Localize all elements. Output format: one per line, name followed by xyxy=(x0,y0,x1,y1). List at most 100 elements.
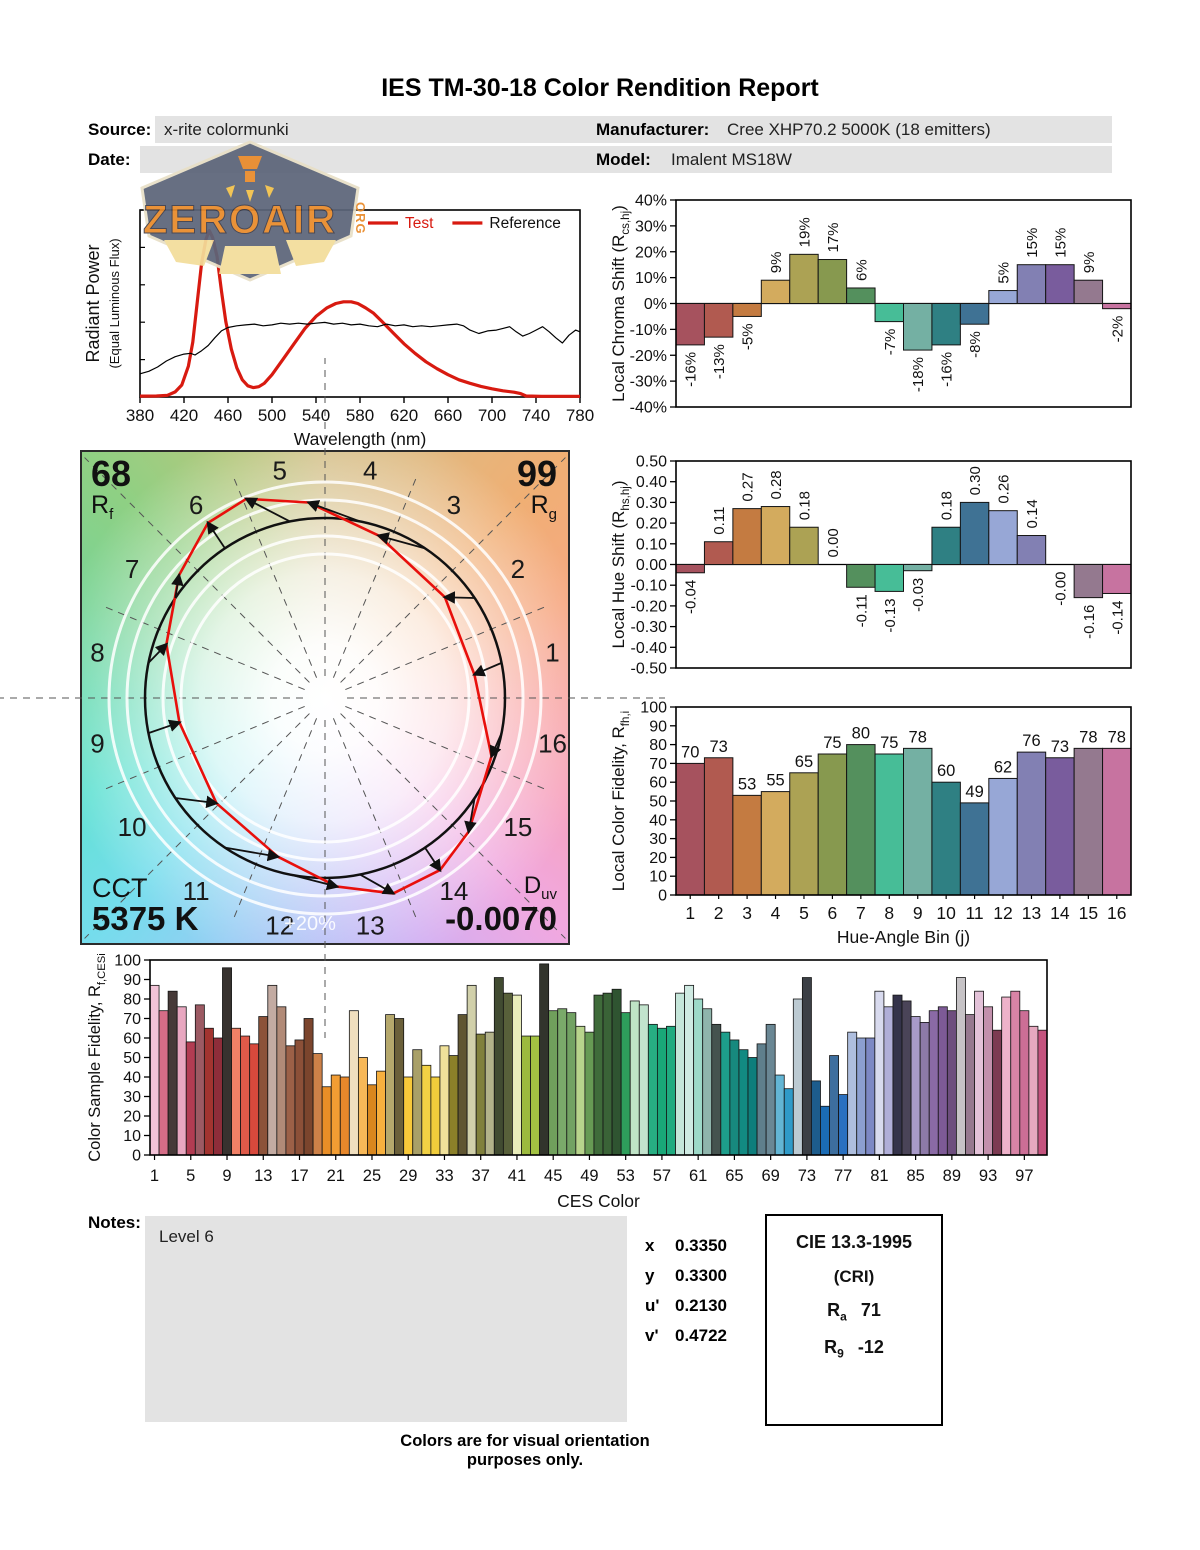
svg-text:16: 16 xyxy=(1107,903,1126,923)
svg-text:Test: Test xyxy=(405,215,434,232)
svg-text:55: 55 xyxy=(766,772,784,790)
svg-text:0.30: 0.30 xyxy=(636,495,667,512)
svg-text:-0.14: -0.14 xyxy=(1109,600,1126,634)
svg-text:580: 580 xyxy=(346,406,374,425)
manufacturer-field[interactable]: Cree XHP70.2 5000K (18 emitters) xyxy=(718,116,1112,143)
svg-text:-0.10: -0.10 xyxy=(631,578,668,595)
svg-text:Local Chroma Shift (Rcs,hj): Local Chroma Shift (Rcs,hj) xyxy=(609,205,632,402)
svg-text:-0.40: -0.40 xyxy=(631,640,668,657)
duv-readout: Duv -0.0070 xyxy=(445,872,557,938)
cct-readout: CCT 5375 K xyxy=(92,872,199,938)
svg-text:93: 93 xyxy=(979,1167,997,1185)
svg-text:4: 4 xyxy=(363,455,377,485)
svg-text:-16%: -16% xyxy=(683,352,700,387)
svg-text:0.00: 0.00 xyxy=(636,557,667,574)
svg-text:11: 11 xyxy=(966,903,984,923)
svg-text:25: 25 xyxy=(363,1167,381,1185)
svg-text:30%: 30% xyxy=(635,218,667,235)
svg-text:9%: 9% xyxy=(1081,252,1098,274)
svg-text:97: 97 xyxy=(1015,1167,1033,1185)
svg-text:0.40: 0.40 xyxy=(636,474,667,491)
svg-text:0: 0 xyxy=(658,888,667,905)
svg-text:77: 77 xyxy=(834,1167,852,1185)
local-hue-shift-chart: 0.500.400.300.200.100.00-0.10-0.20-0.30-… xyxy=(609,454,1132,678)
svg-text:CES Color: CES Color xyxy=(557,1191,640,1211)
svg-text:76: 76 xyxy=(1022,732,1040,750)
svg-text:41: 41 xyxy=(508,1167,526,1185)
svg-text:78: 78 xyxy=(1108,728,1126,746)
svg-text:3: 3 xyxy=(742,903,752,923)
svg-text:53: 53 xyxy=(738,775,756,793)
svg-text:780: 780 xyxy=(566,406,594,425)
svg-text:-8%: -8% xyxy=(967,331,984,358)
svg-text:14: 14 xyxy=(439,876,468,906)
spectral-power-chart: 380 420 460 500 540 580 620 660 700 740 780 Test Ref… xyxy=(83,209,594,449)
svg-text:40: 40 xyxy=(649,812,667,829)
svg-text:80: 80 xyxy=(123,992,141,1009)
svg-text:13: 13 xyxy=(356,911,385,941)
source-label: Source: xyxy=(88,120,152,139)
date-label: Date: xyxy=(88,150,131,169)
svg-text:+20%: +20% xyxy=(284,913,336,935)
svg-text:65: 65 xyxy=(725,1167,743,1185)
svg-text:0.20: 0.20 xyxy=(636,516,667,533)
svg-text:20: 20 xyxy=(649,850,667,867)
cri-box: CIE 13.3-1995 (CRI) Ra 71 R9 -12 xyxy=(765,1214,943,1426)
svg-text:Local Hue Shift (Rhs,hj): Local Hue Shift (Rhs,hj) xyxy=(609,480,632,648)
svg-text:33: 33 xyxy=(435,1167,453,1185)
svg-text:60: 60 xyxy=(123,1031,141,1048)
color-vector-graphic: 1 2 3 4 5 6 7 8 9 10 11 12 13 14 15 16 +20% 68 Rf 99 Rg … xyxy=(0,358,665,1038)
cri-ra-row: Ra 71 xyxy=(827,1300,881,1324)
svg-text:78: 78 xyxy=(1079,728,1097,746)
svg-text:50: 50 xyxy=(123,1050,141,1067)
svg-text:29: 29 xyxy=(399,1167,417,1185)
notes-label: Notes: xyxy=(88,1213,141,1232)
svg-text:10: 10 xyxy=(936,903,956,923)
svg-text:37: 37 xyxy=(472,1167,490,1185)
local_fidelity-bars xyxy=(675,744,1132,896)
svg-text:7: 7 xyxy=(125,554,139,584)
svg-text:5: 5 xyxy=(799,903,809,923)
notes-field[interactable]: Level 6 xyxy=(145,1216,627,1422)
chroma_shift-bars xyxy=(675,253,1132,351)
svg-text:75: 75 xyxy=(823,734,841,752)
svg-text:-0.13: -0.13 xyxy=(882,598,899,632)
svg-text:73: 73 xyxy=(798,1167,816,1185)
source-field[interactable]: x-rite colormunki xyxy=(155,116,718,143)
cri-r9-row: R9 -12 xyxy=(824,1336,884,1361)
svg-text:70: 70 xyxy=(681,743,699,761)
cct-value: 5375 K xyxy=(92,900,199,938)
svg-text:460: 460 xyxy=(214,406,242,425)
svg-text:60: 60 xyxy=(937,762,955,780)
svg-text:1: 1 xyxy=(685,903,695,923)
hue_shift-bars xyxy=(675,501,1132,599)
svg-text:6%: 6% xyxy=(853,259,870,281)
svg-text:5: 5 xyxy=(273,455,287,485)
svg-text:Reference: Reference xyxy=(489,215,561,232)
svg-text:740: 740 xyxy=(522,406,550,425)
svg-text:7: 7 xyxy=(856,903,866,923)
svg-text:0%: 0% xyxy=(644,296,667,313)
svg-text:Hue-Angle Bin (j): Hue-Angle Bin (j) xyxy=(837,927,970,947)
ces-bars xyxy=(149,963,1048,1156)
svg-text:-18%: -18% xyxy=(910,357,927,392)
svg-text:-0.03: -0.03 xyxy=(910,578,927,612)
svg-text:15: 15 xyxy=(1079,903,1098,923)
svg-text:9%: 9% xyxy=(768,252,785,274)
svg-text:10%: 10% xyxy=(635,270,667,287)
svg-text:0: 0 xyxy=(132,1148,141,1165)
svg-text:-16%: -16% xyxy=(939,352,956,387)
svg-text:-40%: -40% xyxy=(630,400,667,417)
svg-text:-0.30: -0.30 xyxy=(631,619,668,636)
model-field[interactable]: Imalent MS18W xyxy=(662,146,1112,173)
svg-text:45: 45 xyxy=(544,1167,562,1185)
svg-text:13: 13 xyxy=(1022,903,1041,923)
svg-text:0.11: 0.11 xyxy=(711,507,728,535)
svg-text:-7%: -7% xyxy=(882,329,899,356)
svg-text:Radiant Power: Radiant Power xyxy=(83,244,103,362)
svg-text:5: 5 xyxy=(186,1167,195,1185)
cri-title: CIE 13.3-1995 xyxy=(795,1232,913,1252)
